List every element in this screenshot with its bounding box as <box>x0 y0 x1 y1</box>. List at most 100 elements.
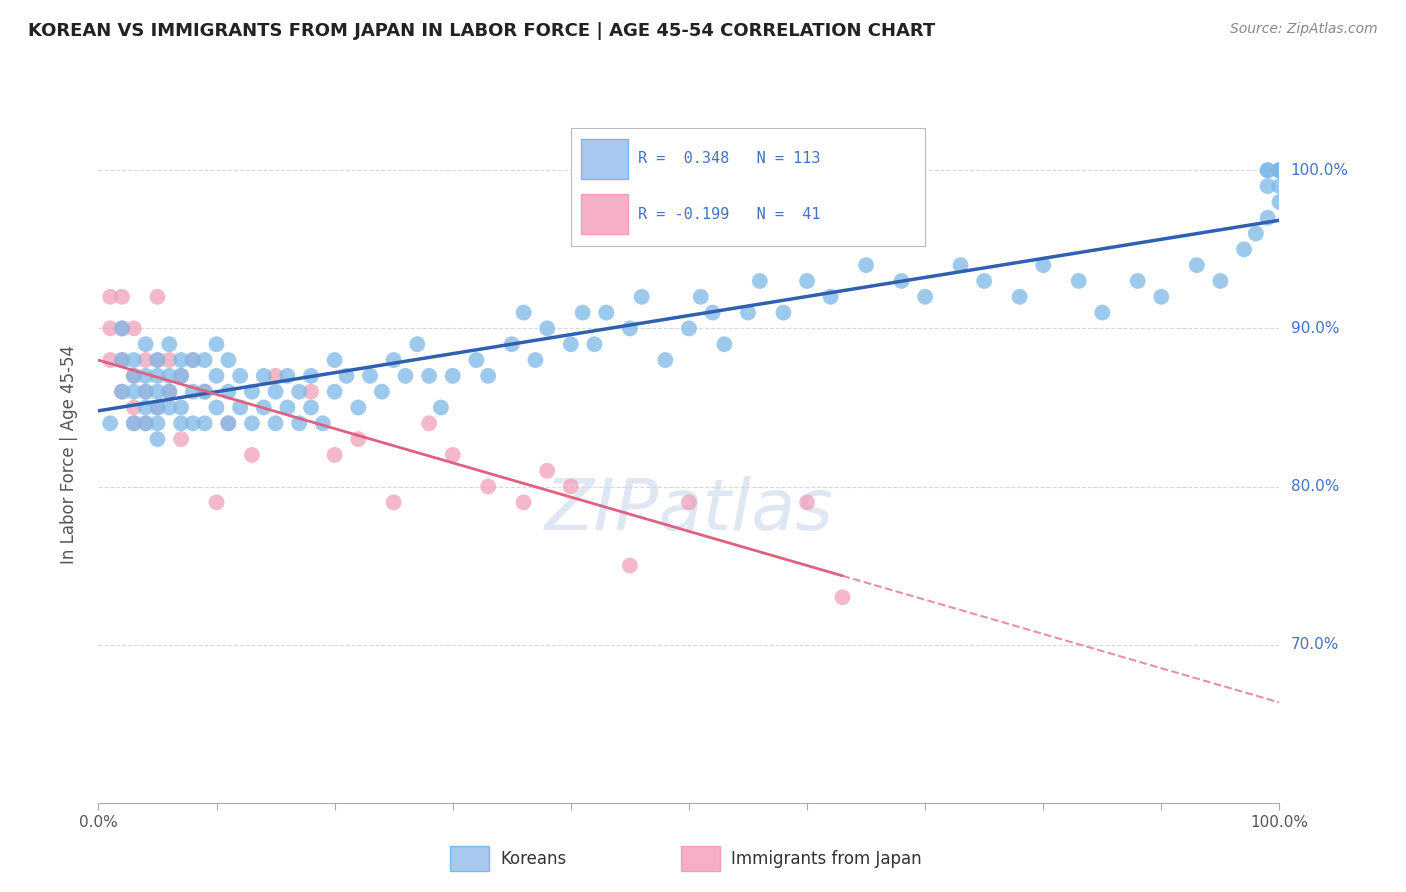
Point <box>299 384 322 399</box>
Point <box>512 305 534 319</box>
Point <box>1268 163 1291 178</box>
Point <box>122 368 145 383</box>
Text: Immigrants from Japan: Immigrants from Japan <box>731 849 922 868</box>
Point <box>146 401 169 415</box>
Point <box>630 290 652 304</box>
Point <box>748 274 770 288</box>
Point <box>536 464 558 478</box>
Point <box>441 368 464 383</box>
Point <box>205 368 228 383</box>
Point <box>217 417 239 431</box>
Point <box>122 384 145 399</box>
Point <box>264 417 287 431</box>
Point <box>1126 274 1149 288</box>
Point <box>1257 211 1279 225</box>
Point <box>135 368 157 383</box>
Point <box>122 353 145 368</box>
Point <box>240 384 263 399</box>
Point <box>111 384 134 399</box>
Point <box>122 401 145 415</box>
Point <box>135 417 157 431</box>
FancyBboxPatch shape <box>681 847 720 871</box>
Point <box>1185 258 1208 272</box>
Point <box>205 337 228 351</box>
Point <box>98 321 121 335</box>
Point <box>276 368 298 383</box>
Point <box>98 290 121 304</box>
Point <box>170 401 193 415</box>
Point <box>157 384 180 399</box>
Point <box>347 401 370 415</box>
Point <box>135 384 157 399</box>
Point <box>1268 179 1291 194</box>
Point <box>217 384 239 399</box>
Point <box>359 368 381 383</box>
Point <box>689 290 711 304</box>
Point <box>157 337 180 351</box>
Point <box>560 337 582 351</box>
Point <box>157 368 180 383</box>
Point <box>264 368 287 383</box>
Text: 70.0%: 70.0% <box>1291 637 1339 652</box>
Point <box>678 495 700 509</box>
Point <box>205 401 228 415</box>
Point <box>312 417 335 431</box>
Point <box>477 368 499 383</box>
Point <box>1257 163 1279 178</box>
Point <box>194 384 217 399</box>
Point <box>914 290 936 304</box>
Point <box>217 353 239 368</box>
Point <box>253 368 276 383</box>
Point <box>371 384 394 399</box>
Point <box>1209 274 1232 288</box>
Point <box>619 558 641 573</box>
Point <box>146 368 169 383</box>
Point <box>122 321 145 335</box>
Point <box>619 321 641 335</box>
Point <box>135 417 157 431</box>
Point <box>111 321 134 335</box>
Point <box>299 401 322 415</box>
Point <box>973 274 995 288</box>
Point <box>323 353 346 368</box>
Point <box>135 384 157 399</box>
Point <box>583 337 606 351</box>
Point <box>146 353 169 368</box>
Point <box>111 353 134 368</box>
Point <box>122 368 145 383</box>
Point <box>1257 163 1279 178</box>
Point <box>1257 179 1279 194</box>
Point <box>1008 290 1031 304</box>
Y-axis label: In Labor Force | Age 45-54: In Labor Force | Age 45-54 <box>59 345 77 565</box>
Point <box>418 368 440 383</box>
Text: 100.0%: 100.0% <box>1291 163 1348 178</box>
Point <box>146 417 169 431</box>
Point <box>170 368 193 383</box>
Point <box>181 384 204 399</box>
Point <box>98 417 121 431</box>
Point <box>1268 163 1291 178</box>
Point <box>477 479 499 493</box>
Point <box>181 417 204 431</box>
Point <box>595 305 617 319</box>
Point <box>288 417 311 431</box>
Point <box>1067 274 1090 288</box>
Point <box>347 432 370 446</box>
Point <box>229 368 252 383</box>
FancyBboxPatch shape <box>450 847 489 871</box>
Point <box>98 353 121 368</box>
Point <box>323 384 346 399</box>
Point <box>678 321 700 335</box>
Point <box>194 417 217 431</box>
Point <box>418 417 440 431</box>
Point <box>217 417 239 431</box>
Point <box>170 417 193 431</box>
Point <box>394 368 416 383</box>
Text: Source: ZipAtlas.com: Source: ZipAtlas.com <box>1230 22 1378 37</box>
Point <box>194 384 217 399</box>
Point <box>299 368 322 383</box>
Point <box>536 321 558 335</box>
Point <box>406 337 429 351</box>
Point <box>796 274 818 288</box>
Point <box>146 384 169 399</box>
